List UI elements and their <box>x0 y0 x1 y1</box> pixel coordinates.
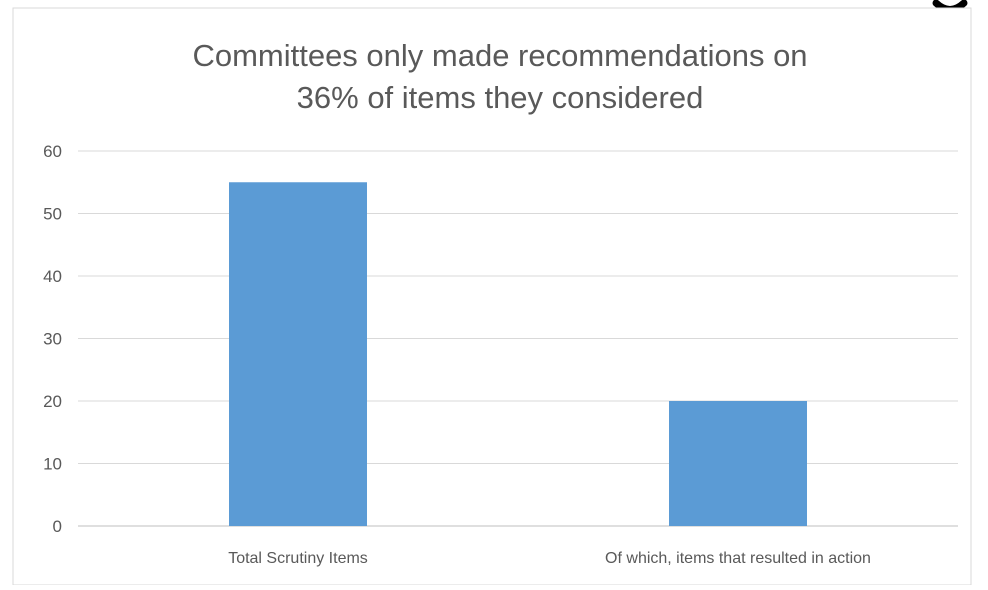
bar-series <box>229 182 807 526</box>
y-axis-tick-labels: 0 10 20 30 40 50 60 <box>43 142 62 536</box>
bar <box>229 182 367 526</box>
chart-title-line-1: Committees only made recommendations on <box>192 38 807 73</box>
y-tick-label: 40 <box>43 267 62 286</box>
y-tick-label: 20 <box>43 392 62 411</box>
y-gridlines <box>78 150 958 527</box>
y-tick-label: 60 <box>43 142 62 161</box>
x-category-label: Total Scrutiny Items <box>228 550 368 567</box>
y-tick-label: 50 <box>43 205 62 224</box>
y-tick-label: 30 <box>43 330 62 349</box>
x-axis-category-labels: Total Scrutiny Items Of which, items that… <box>228 550 871 567</box>
x-category-label: Of which, items that resulted in action <box>605 550 871 567</box>
chart-title-line-2: 36% of items they considered <box>297 80 704 115</box>
chart-area-border <box>12 7 972 586</box>
y-tick-label: 0 <box>53 517 62 536</box>
bar <box>669 401 807 526</box>
y-tick-label: 10 <box>43 455 62 474</box>
